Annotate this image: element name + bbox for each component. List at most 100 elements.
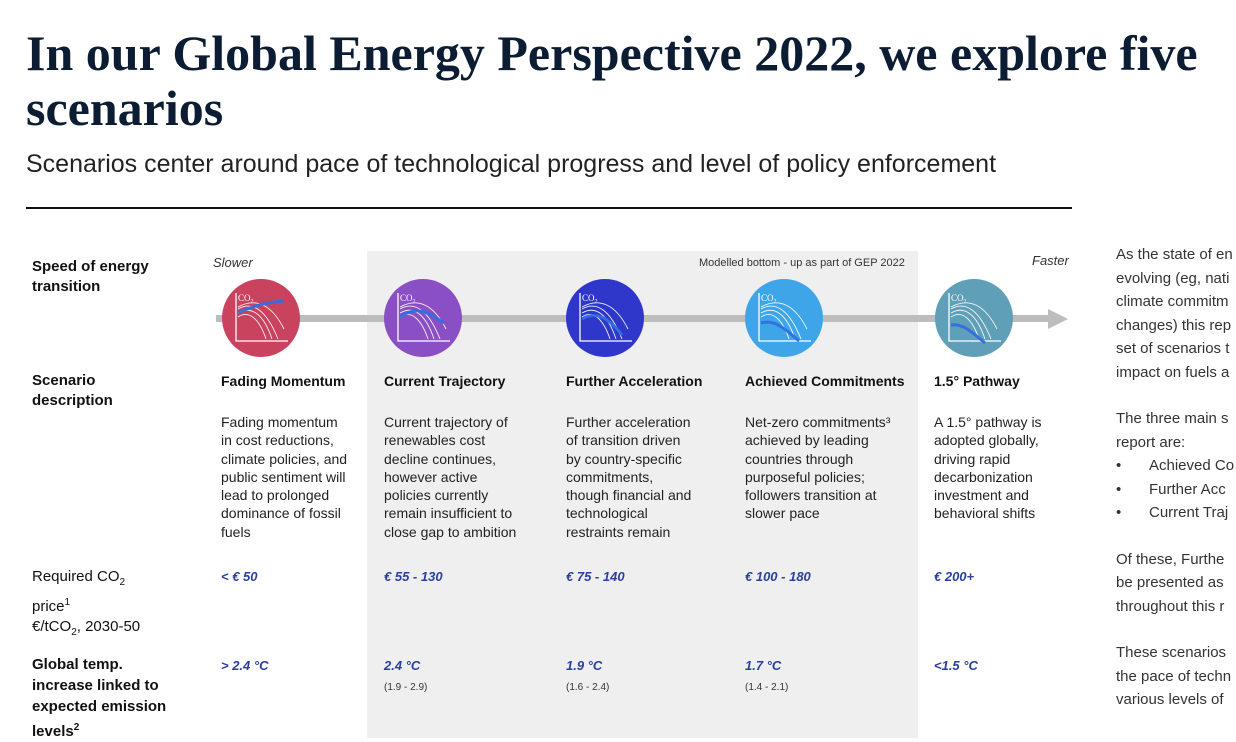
sidebar-para-1: As the state of en evolving (eg, nati cl… [1116,243,1236,384]
scenario-description-line: achieved by leading [745,432,869,449]
row-label-price-unit: €/tCO2, 2030-50 [32,618,141,638]
page-subtitle: Scenarios center around pace of technolo… [26,150,997,178]
row-label-temp-footnote: 2 [73,722,80,733]
sidebar-para-1-line: climate commitm [1116,293,1229,310]
scenario-description-line: behavioral shifts [934,505,1036,522]
sidebar-para-3-line: Of these, Furthe [1116,550,1225,568]
co2-label: CO2 [238,293,254,305]
scenario-description-line: Fading momentum [221,414,338,430]
emissions-curve-icon: CO2 [948,293,1001,345]
scenario-name: 1.5° Pathway [934,373,1020,389]
row-label-price-unit-b: , 2030-50 [76,618,141,635]
sidebar-para-3: Of these, Furthe be presented as through… [1116,548,1236,619]
scenario-emissions-icon: CO2 [745,279,823,357]
row-label-temp-line-4: levels [32,723,74,740]
co2-label: CO2 [761,293,777,305]
co2-label: CO2 [951,293,967,305]
scenario-description: Current trajectory of renewables cost decl… [384,413,516,541]
scenario-description-line: investment and [934,487,1029,504]
scenario-emissions-icon: CO2 [222,279,300,357]
row-label-price-footnote: 1 [64,597,71,608]
emissions-curve-icon: CO2 [235,293,288,342]
scenario-co2-price: € 200+ [934,569,975,584]
title-divider [26,207,1072,209]
scenario-temp-increase: 1.7 °C [745,658,782,673]
row-label-temp-line-1: Global temp. [32,656,123,673]
scenario-description-line: fuels [221,523,251,540]
scenario-emissions-icon: CO2 [566,279,644,357]
row-label-speed: Speed of energy transition [32,257,149,297]
sidebar-para-1-line: impact on fuels a [1116,363,1230,381]
row-label-description-line-2: description [32,392,113,409]
scenario-description-line: countries through [745,450,854,467]
sidebar-para-2-line: The three main s [1116,410,1229,427]
sidebar-para-1-line: set of scenarios t [1116,340,1230,357]
scenario-name: Further Acceleration [566,373,703,389]
co2-label: CO2 [582,293,598,305]
scenario-description-line: Further acceleration [566,414,691,430]
scenario-description-line: technological [566,505,648,522]
slower-label: Slower [213,255,253,270]
sidebar-bullet-text: Further Acc [1149,480,1226,498]
sidebar-para-3-line: be presented as [1116,574,1224,591]
scenario-co2-price: < € 50 [221,569,258,584]
scenario-co2-price: € 100 - 180 [745,569,811,584]
scenario-description-line: decline continues, [384,450,497,467]
scenario-description-line: though financial and [566,487,692,504]
scenario-description-line: Current trajectory of [384,414,508,430]
co2-label: CO2 [400,293,416,305]
row-label-price-line-2: price [32,598,65,615]
scenario-description-line: purposeful policies; [745,468,865,485]
scenario-temp-increase: 1.9 °C [566,658,603,673]
bullet-icon: • [1116,480,1122,498]
page-title-line-1: In our Global Energy Perspective 2022, w… [26,25,1198,81]
faster-label: Faster [1032,253,1069,268]
scenario-description-line: A 1.5° pathway is [934,414,1042,430]
bullet-icon: • [1116,504,1122,521]
scenario-description-line: remain insufficient to [384,505,513,522]
sidebar-text: As the state of en evolving (eg, nati cl… [1116,243,1236,712]
row-label-price-sub: 2 [119,577,126,588]
scenario-description-line: followers transition at [745,487,877,504]
scenario-description-line: commitments, [566,468,654,485]
row-label-price: Required CO2 price1 €/tCO2, 2030-50 [32,567,140,643]
scenario-description-line: by country-specific [566,450,682,467]
sidebar-para-1-line: As the state of en [1116,246,1233,263]
row-label-description: Scenario description [32,371,113,411]
sidebar-para-4-line: various levels of [1116,691,1224,708]
row-label-price-unit-a: €/tCO [32,618,72,635]
row-label-speed-line-1: Speed of energy [32,258,149,275]
scenario-description-line: climate policies, and [221,450,348,467]
scenario-temp-range: (1.4 - 2.1) [745,682,789,693]
emissions-curve-icon: CO2 [758,293,811,343]
scenario-temp-increase: <1.5 °C [934,658,978,673]
scenario-temp-increase: 2.4 °C [384,658,421,673]
emissions-curve-icon: CO2 [397,293,450,342]
scenario-name: Current Trajectory [384,373,506,389]
modelled-label: Modelled bottom - up as part of GEP 2022 [699,257,905,269]
sidebar-para-1-line: changes) this rep [1116,316,1232,334]
sidebar-para-2: The three main s report are: • Achieved C… [1116,407,1236,525]
sidebar-para-2-line: report are: [1116,433,1186,451]
sidebar-bullet: • Further Acc [1116,478,1236,502]
scenario-description-line: driving rapid [934,450,1011,467]
sidebar-para-4: These scenarios the pace of techn variou… [1116,641,1236,712]
sidebar-bullet: • Current Traj [1116,501,1236,525]
page-title-line-2: scenarios [26,80,224,136]
axis-arrow-icon [1048,309,1068,329]
emissions-curve-icon: CO2 [579,293,632,342]
row-label-temp: Global temp. increase linked to expected… [32,654,166,742]
scenario-description-line: restraints remain [566,523,671,540]
scenario-name: Fading Momentum [221,373,346,389]
sidebar-para-3-line: throughout this r [1116,597,1225,615]
scenario-co2-price: € 75 - 140 [566,569,625,584]
row-label-price-unit-sub: 2 [71,627,77,638]
row-label-description-line-1: Scenario [32,372,96,389]
scenario-description: A 1.5° pathway is adopted globally, drivin… [934,413,1042,523]
scenario-name: Achieved Commitments [745,373,905,389]
scenario-description: Net-zero commitments³ achieved by leading… [745,413,890,523]
scenario-description-line: policies currently [384,487,489,504]
scenario-emissions-icon: CO2 [384,279,462,357]
scenario-description: Further acceleration of transition driven… [566,413,691,541]
scenario-temp-range: (1.6 - 2.4) [566,682,610,693]
